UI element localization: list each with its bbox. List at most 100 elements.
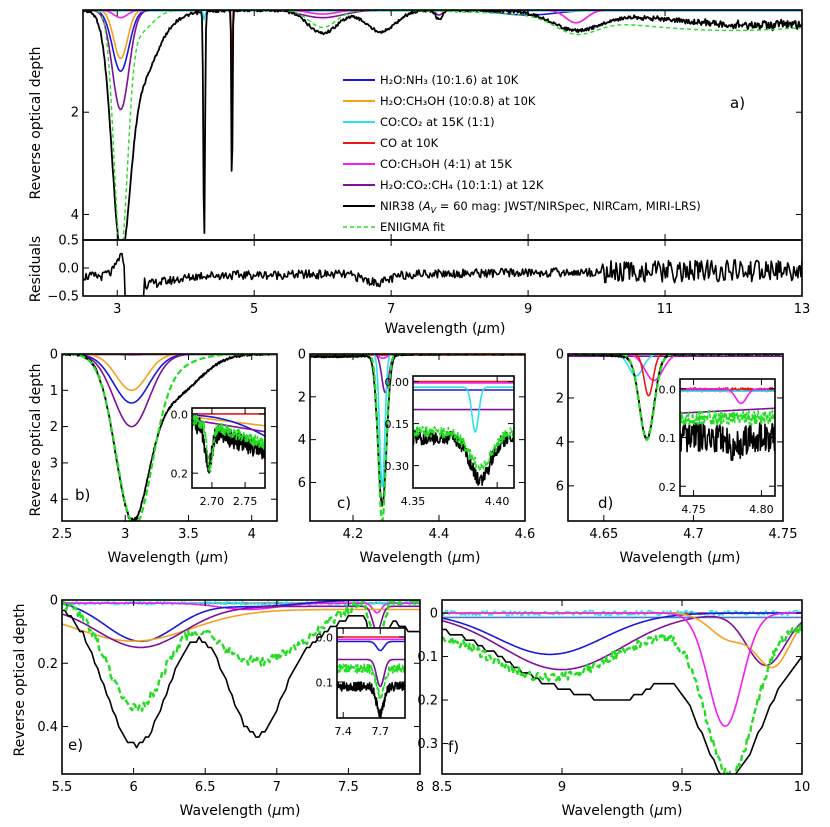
legend-label-co: CO at 10K — [380, 136, 439, 150]
panel-a-resid-xtick-label: 11 — [657, 302, 674, 317]
panel-a-resid-xtick-label: 13 — [794, 302, 811, 317]
panel-label-e: e) — [68, 736, 83, 754]
panel-e-xtick-label: 6.5 — [195, 780, 216, 795]
panel-e-xtick-label: 7.5 — [338, 780, 359, 795]
panel-label-c: c) — [337, 494, 351, 512]
panel-d-inset: 4.75 4.80 0.0 0.1 0.2 — [659, 378, 776, 516]
panel-d-inset-xtick-label: 4.75 — [681, 503, 706, 516]
series-residuals — [83, 252, 802, 296]
panel-a-resid-ylabel: Residuals — [28, 236, 44, 302]
panel-c-frame — [309, 353, 526, 522]
panel-c-xtick-label: 4.6 — [515, 527, 536, 542]
panel-a-resid-xtick-label: 7 — [387, 302, 395, 317]
series-h2o-nh3 — [442, 612, 802, 656]
panel-c-ytick-label: 2 — [298, 390, 306, 405]
legend-label-fit: ENIIGMA fit — [380, 220, 445, 234]
series-h2o-ch3oh — [62, 354, 277, 392]
panel-label-d: d) — [598, 494, 613, 512]
panel-e-xlabel: Wavelength (μm) — [180, 803, 301, 819]
panel-c-xtick-label: 4.2 — [343, 527, 364, 542]
inset-series-h2o-co2-ch4 — [680, 407, 775, 414]
panel-d-inset-ytick-label: 0.1 — [659, 432, 677, 445]
panel-c-inset-xtick-label: 4.35 — [401, 495, 426, 508]
panel-f-xlabel: Wavelength (μm) — [562, 803, 683, 819]
panel-e-inset-xtick-label: 7.4 — [334, 725, 352, 738]
inset-series-fit — [413, 425, 514, 472]
panel-e-xtick-label: 7 — [273, 780, 281, 795]
panel-e-axes: 5.5 6 6.5 7 7.5 8 0 0.2 0.4 7.4 7.7 0.0 0.1 — [37, 594, 424, 796]
panel-d: 4.65 4.7 4.75 0 2 4 6 4.75 4.80 0.0 0.1 0.2 d) Wave… — [556, 348, 798, 567]
panel-f-ytick-label: 0 — [430, 607, 438, 622]
panel-b-axes: 2.5 3 3.5 4 0 1 2 3 4 2.70 2.75 0.0 0.2 — [50, 348, 278, 542]
panel-b-ytick-label: 3 — [50, 456, 58, 471]
series-h2o-nh3 — [62, 354, 277, 404]
inset-series-nir38 — [680, 422, 775, 461]
panel-f-xtick-label: 9 — [558, 780, 566, 795]
panel-c-inset-ytick-label: 0.00 — [385, 376, 410, 389]
series-h2o-co2-ch4 — [442, 615, 802, 671]
inset-series-fit — [337, 663, 405, 699]
panel-d-xtick-label: 4.65 — [589, 527, 618, 542]
legend-label-co-ch3oh: CO:CH₃OH (4:1) at 15K — [380, 157, 512, 171]
panel-e-frame — [61, 599, 421, 775]
panel-d-inset-plot — [680, 387, 775, 461]
panel-label-b: b) — [75, 486, 90, 504]
panel-e-ytick-label: 0.4 — [37, 720, 58, 735]
panel-e-inset-frame — [336, 627, 406, 719]
panel-f-ytick-label: 0.2 — [417, 694, 438, 709]
panel-d-ytick-label: 6 — [556, 479, 564, 494]
inset-series-nir38 — [337, 681, 405, 718]
legend-label-nir38: NIR38 (AV = 60 mag: JWST/NIRSpec, NIRCam… — [380, 199, 701, 215]
panel-d-frame — [567, 353, 784, 522]
panel-b-ytick-label: 4 — [50, 493, 58, 508]
series-nir38 — [62, 354, 277, 521]
panel-f-xtick-label: 8.5 — [432, 780, 453, 795]
panel-c-inset-ytick-label: 0.30 — [385, 460, 410, 473]
panel-a-ytick-label: 2 — [71, 106, 79, 121]
panel-a-plot-area — [83, 10, 802, 240]
panel-b-ytick-label: 2 — [50, 420, 58, 435]
panel-f-frame — [441, 599, 803, 775]
panel-e-inset-ytick-label: 0.0 — [316, 632, 334, 645]
series-nir38 — [83, 10, 802, 240]
panel-b-inset-ytick-label: 0.2 — [171, 468, 189, 481]
panel-f-xtick-label: 9.5 — [672, 780, 693, 795]
panel-a-xlabel: Wavelength (μm) — [385, 321, 506, 337]
panel-c-ytick-label: 4 — [298, 433, 306, 448]
panel-d-inset-xtick-label: 4.80 — [749, 503, 774, 516]
panel-b-inset-xtick-label: 2.70 — [200, 495, 225, 508]
panel-b-xtick-label: 3.5 — [178, 527, 199, 542]
panel-a-resid-xtick-label: 3 — [113, 302, 121, 317]
panel-d-xtick-label: 4.7 — [683, 527, 704, 542]
series-co-ch3oh — [568, 354, 783, 382]
legend-label-h2o-co2-ch4: H₂O:CO₂:CH₄ (10:1:1) at 12K — [380, 178, 544, 192]
panel-f-plot-area — [442, 609, 802, 774]
legend: H₂O:NH₃ (10:1.6) at 10K H₂O:CH₃OH (10:0.… — [343, 73, 701, 234]
panel-c-inset-xtick-label: 4.40 — [485, 495, 510, 508]
legend-label-h2o-ch3oh: H₂O:CH₃OH (10:0.8) at 10K — [380, 94, 536, 108]
series-fit — [83, 10, 802, 240]
panel-b-xtick-label: 3 — [121, 527, 129, 542]
series-h2o-co2-ch4 — [62, 605, 420, 649]
inset-series-h2o-co2-ch4 — [337, 658, 405, 688]
panel-c-xtick-label: 4.4 — [429, 527, 450, 542]
inset-series-nir38 — [413, 429, 514, 486]
panel-b-ylabel: Reverse optical depth — [28, 364, 44, 517]
panel-f-ytick-label: 0.1 — [417, 650, 438, 665]
panel-c: 4.2 4.4 4.6 0 2 4 6 4.35 4.40 0.00 0.15 0.30 c) Wav… — [298, 348, 536, 567]
panel-d-ytick-label: 4 — [556, 435, 564, 450]
panel-c-ytick-label: 0 — [298, 348, 306, 363]
inset-series-co-co2 — [413, 386, 514, 433]
series-fit — [62, 354, 277, 521]
series-co-ch3oh — [442, 612, 802, 727]
series-h2o-ch3oh — [62, 608, 420, 642]
panel-e-xtick-label: 6 — [129, 780, 137, 795]
panel-a-resid-ytick-label: −0.5 — [47, 290, 79, 305]
panel-b-frame — [61, 353, 278, 522]
panel-d-ytick-label: 2 — [556, 391, 564, 406]
panel-b: 2.5 3 3.5 4 0 1 2 3 4 2.70 2.75 0.0 0.2 b) Reverse o… — [28, 348, 278, 566]
series-nir38 — [442, 628, 802, 774]
panel-f-curves — [442, 609, 802, 774]
panel-c-xlabel: Wavelength (μm) — [360, 550, 481, 566]
